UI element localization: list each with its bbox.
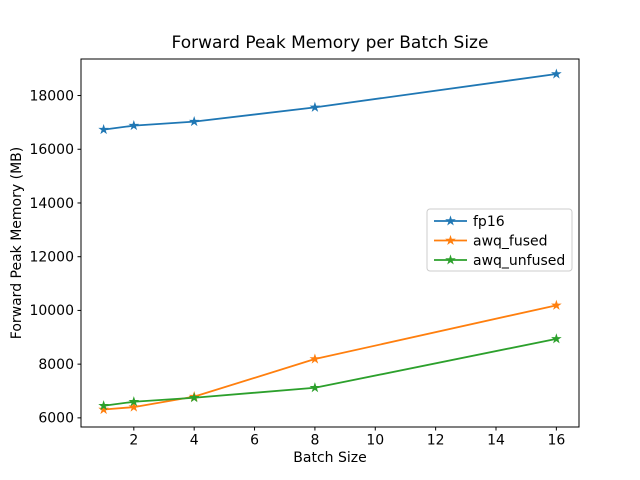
data-point-fp16: [128, 120, 140, 131]
data-point-awq_fused: [98, 403, 109, 415]
y-tick-label: 12000: [29, 249, 74, 265]
data-point-awq_unfused: [98, 400, 109, 411]
plot-area: 2 4 6 8 10 12 14 16 6000 8000 10000 12000 14000 16000…: [29, 58, 580, 449]
legend-box: [426, 208, 573, 272]
y-axis-label: Forward Peak Memory (MB): [9, 147, 25, 339]
legend-sample-marker: [445, 215, 456, 226]
data-point-awq_fused: [309, 353, 321, 364]
x-tick-label: 4: [190, 433, 199, 449]
data-point-awq_unfused: [309, 382, 321, 393]
y-tick-label: 6000: [38, 411, 74, 427]
data-point-fp16: [188, 115, 200, 127]
data-point-fp16: [309, 101, 321, 112]
x-tick-label: 12: [427, 433, 445, 449]
legend-label: fp16: [473, 214, 505, 230]
y-tick-label: 14000: [29, 196, 74, 212]
legend: fp16 awq_fused awq_unfused: [426, 208, 573, 272]
chart-title: Forward Peak Memory per Batch Size: [172, 33, 489, 53]
data-point-awq_unfused: [128, 396, 140, 407]
data-point-awq_fused: [551, 299, 562, 310]
x-tick-label: 10: [366, 433, 384, 449]
x-axis-label: Batch Size: [293, 450, 366, 466]
data-point-awq_fused: [128, 401, 140, 412]
y-tick-label: 16000: [29, 142, 74, 158]
data-point-awq_unfused: [188, 392, 200, 403]
legend-label: awq_unfused: [473, 253, 565, 269]
y-tick-label: 10000: [29, 303, 74, 319]
legend-sample-marker: [445, 234, 456, 246]
data-point-fp16: [551, 68, 562, 79]
y-tick-label: 18000: [29, 88, 74, 104]
legend-sample-marker: [445, 254, 456, 265]
y-tick-label: 8000: [38, 357, 74, 373]
axes-spines: [80, 58, 580, 428]
x-tick-label: 2: [129, 433, 138, 449]
x-tick-label: 16: [547, 433, 565, 449]
data-point-awq_unfused: [551, 333, 562, 344]
x-tick-label: 14: [487, 433, 505, 449]
data-point-fp16: [98, 124, 109, 135]
legend-label: awq_fused: [473, 233, 548, 249]
x-tick-label: 8: [310, 433, 319, 449]
x-tick-label: 6: [250, 433, 259, 449]
